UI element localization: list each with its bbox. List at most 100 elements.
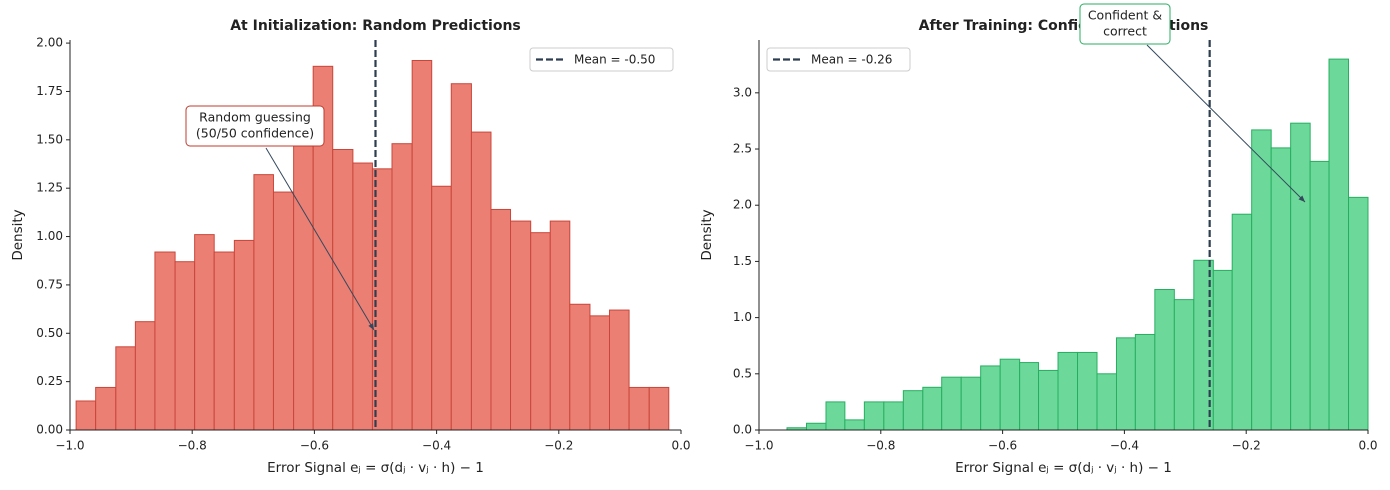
histogram-bar [411,60,433,431]
histogram-bar [1134,333,1156,431]
y-tick-label: 0.5 [733,366,752,380]
x-tick-label: −0.4 [1110,439,1139,453]
y-tick-label: 1.50 [36,132,63,146]
x-tick-label: −0.2 [1232,439,1261,453]
y-tick-label: 0.25 [36,374,63,388]
y-tick-label: 0.00 [36,423,63,437]
histogram-bar [115,346,136,431]
histogram-bar [272,191,295,431]
annotation-text: correct [1103,24,1147,39]
x-tick-label: −0.8 [866,439,895,453]
histogram-bar [1173,299,1195,431]
histogram-bar [1328,58,1350,431]
legend-label: Mean = -0.26 [811,53,892,67]
histogram-bar [1096,373,1117,431]
histogram-bar [174,261,196,431]
histogram-bar [391,143,413,431]
histogram-bar [134,321,156,431]
y-tick-label: 1.0 [733,310,752,324]
histogram-bar [1077,351,1098,431]
histogram-bar [1154,289,1175,431]
histogram-bar [470,131,492,431]
legend-label: Mean = -0.50 [574,53,655,67]
histogram-bar [530,232,551,431]
histogram-bar [1231,213,1253,431]
x-tick-label: 0.0 [671,439,690,453]
histogram-bar [1309,160,1330,431]
histogram-bar [194,234,215,431]
histogram-bar [510,220,532,431]
histogram-bar [1212,269,1233,431]
legend-box [766,47,911,72]
y-tick-label: 1.75 [36,84,63,98]
histogram-bar [431,185,452,431]
x-tick-label: 0.0 [1358,439,1377,453]
x-axis-label: Error Signal eⱼ = σ(dⱼ · vⱼ · h) − 1 [955,460,1172,476]
x-tick-label: −1.0 [744,439,773,453]
y-tick-label: 1.5 [733,254,752,268]
legend-box [529,47,674,72]
histogram-bar [825,401,846,431]
histogram-bar [75,400,97,431]
histogram-bar [293,139,314,431]
annotation-arrow [265,147,375,331]
x-tick-label: −0.8 [178,439,207,453]
histogram-bar [980,365,1001,431]
y-tick-label: 0.75 [36,277,63,291]
histogram-bar [941,376,962,431]
x-tick-label: −0.6 [300,439,329,453]
y-axis-label: Density [699,209,715,260]
annotation-arrow [1146,44,1306,203]
histogram-bar [450,83,472,431]
histogram-bar [352,162,373,431]
y-tick-label: 1.00 [36,229,63,243]
histogram-bar [648,386,670,431]
histogram-bar [960,376,982,431]
y-tick-label: 2.00 [36,36,63,50]
histogram-bar [1270,147,1292,431]
annotation-arrowhead [368,323,374,330]
annotation-arrowhead [1298,195,1305,202]
histogram-bar [569,303,591,431]
histogram-bar [922,386,943,431]
annotation-text: (50/50 confidence) [196,126,314,141]
annotation-text: Confident & [1088,8,1163,23]
histogram-bar [1115,337,1136,431]
annotation-text: Random guessing [199,110,311,125]
histogram-bar [806,422,827,431]
histogram-bar [628,386,650,431]
histogram-bar [1038,369,1059,431]
x-tick-label: −0.2 [544,439,573,453]
histogram-bar [1348,196,1369,431]
histogram-bar [1019,362,1040,431]
y-tick-label: 1.25 [36,181,63,195]
histogram-bar [253,174,274,431]
histogram-bar [154,251,176,431]
histogram-bar [883,401,904,431]
x-axis-label: Error Signal eⱼ = σ(dⱼ · vⱼ · h) − 1 [267,460,484,476]
histogram-bar [1290,122,1311,431]
histogram-bar [549,220,571,431]
histogram-bar [902,390,924,431]
histogram-bar [213,251,235,431]
y-axis-label: Density [10,209,26,260]
histogram-bar [844,419,865,431]
histogram-bar [490,208,512,431]
chart-title: At Initialization: Random Predictions [230,18,521,34]
y-tick-label: 3.0 [733,85,752,99]
histogram-bar [609,309,630,431]
annotation-box [185,105,325,147]
histogram-bar [863,401,885,431]
x-tick-label: −1.0 [55,439,84,453]
y-tick-label: 2.0 [733,198,752,212]
histogram-bar [999,358,1021,431]
annotation-box [1079,3,1171,45]
y-tick-label: 2.5 [733,142,752,156]
x-tick-label: −0.4 [422,439,451,453]
x-tick-label: −0.6 [988,439,1017,453]
histogram-bar [589,315,611,431]
histogram-bar [233,239,255,431]
y-tick-label: 0.0 [733,423,752,437]
